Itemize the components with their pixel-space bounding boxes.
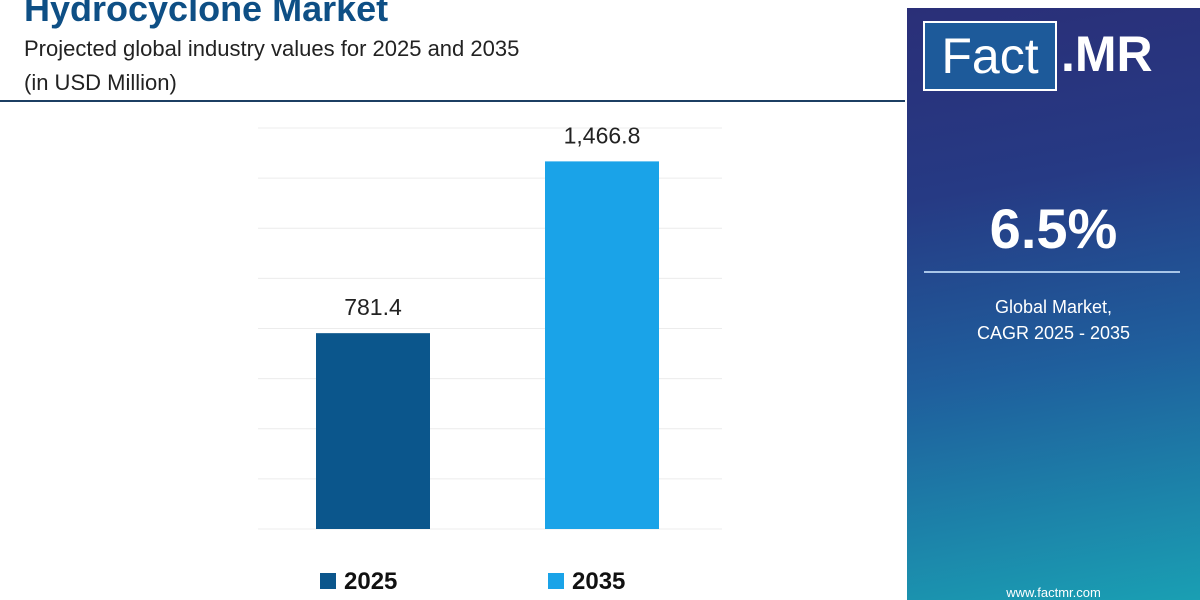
- chart-subtitle: Projected global industry values for 202…: [24, 36, 520, 61]
- legend-label-2025: 2025: [344, 568, 397, 595]
- unit-label: (in USD Million): [24, 70, 177, 95]
- legend-swatch-2035: [548, 573, 564, 589]
- legend-label-2035: 2035: [572, 568, 625, 595]
- panel-divider: [924, 271, 1180, 273]
- chart-title: Hydrocyclone Market: [24, 0, 389, 29]
- bar-2025: [316, 333, 430, 529]
- legend-swatch-2025: [320, 573, 336, 589]
- data-label-2035: 1,466.8: [564, 122, 641, 148]
- logo-fact-text: Fact: [923, 21, 1057, 91]
- summary-panel: Fact .MR 6.5% Global Market, CAGR 2025 -…: [907, 8, 1200, 600]
- cagr-value: 6.5%: [989, 197, 1118, 260]
- bar-2035: [545, 161, 659, 530]
- logo-mr-text: .MR: [1061, 26, 1153, 82]
- cagr-label-line1: Global Market,: [994, 297, 1113, 317]
- website-url: www.factmr.com: [1006, 585, 1101, 600]
- factmr-logo: Fact .MR: [923, 21, 1187, 91]
- bar-chart: 781.4 1,466.8 2025 2035: [258, 122, 722, 595]
- cagr-label-line2: CAGR 2025 - 2035: [976, 323, 1131, 343]
- header-divider: [0, 100, 905, 102]
- data-label-2025: 781.4: [344, 294, 402, 320]
